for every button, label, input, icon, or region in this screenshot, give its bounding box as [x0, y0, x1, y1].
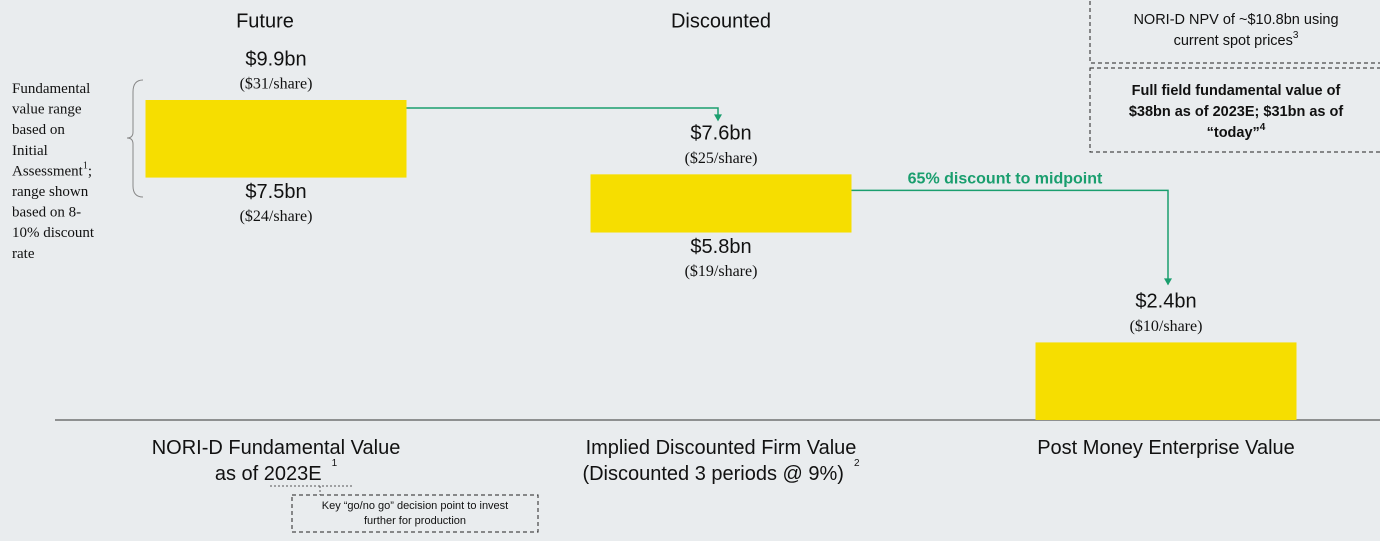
footnote-mark: 3	[1293, 30, 1299, 41]
category-line: as of 2023E	[215, 463, 322, 485]
decision-note-line: further for production	[364, 515, 466, 527]
low-per-share-label: ($24/share)	[240, 208, 313, 225]
box-text: “today”	[1207, 125, 1260, 141]
high-per-share-label: ($31/share)	[240, 76, 313, 93]
side-note-line: Assessment1;	[12, 161, 92, 180]
category-label: Implied Discounted Firm Value	[586, 437, 857, 459]
category-line: NORI-D Fundamental Value	[152, 437, 401, 459]
high-value-label: $9.9bn	[245, 48, 306, 70]
side-note-text: Assessment	[12, 164, 84, 180]
category-line: Post Money Enterprise Value	[1037, 437, 1295, 459]
side-note-text: based on	[12, 123, 65, 139]
category-label: Post Money Enterprise Value	[1037, 437, 1295, 459]
side-note-text: Initial	[12, 143, 48, 159]
box-line: $38bn as of 2023E; $31bn as of	[1129, 104, 1344, 120]
spacer	[844, 463, 854, 485]
footnote-mark: 1	[332, 458, 338, 469]
box-text: $38bn as of 2023E; $31bn as of	[1129, 104, 1344, 120]
category-label: NORI-D Fundamental Value	[152, 437, 401, 459]
brace	[126, 79, 144, 198]
side-note-line: Fundamental	[12, 81, 90, 97]
bar	[145, 100, 407, 178]
box-line: “today”4	[1207, 122, 1266, 141]
decision-box	[291, 494, 539, 533]
full-field-box	[1089, 67, 1380, 153]
box-text: NORI-D NPV of ~$10.8bn using	[1133, 12, 1338, 28]
side-note-suffix: ;	[88, 164, 92, 180]
high-per-share-label: ($25/share)	[685, 150, 758, 167]
side-note-line: range shown	[12, 184, 89, 200]
high-value-label: $7.6bn	[690, 123, 751, 145]
high-per-share-label: ($10/share)	[1130, 318, 1203, 335]
bar	[590, 174, 852, 233]
discount-annotation: 65% discount to midpoint	[908, 171, 1103, 188]
side-note-text: value range	[12, 102, 82, 118]
category-label: (Discounted 3 periods @ 9%) 2	[582, 458, 860, 486]
column-header: Discounted	[671, 10, 771, 32]
discount-arrow	[851, 189, 1169, 285]
arrow-head	[1164, 278, 1172, 286]
side-note-text: 10% discount	[12, 226, 95, 242]
box-line: NORI-D NPV of ~$10.8bn using	[1133, 12, 1338, 28]
footnote-mark: 4	[1260, 122, 1266, 133]
box-line: Full field fundamental value of	[1132, 83, 1341, 99]
side-note-line: rate	[12, 246, 35, 262]
high-value-label: $2.4bn	[1135, 291, 1196, 313]
side-note-line: value range	[12, 102, 82, 118]
footnote-mark: 2	[854, 458, 860, 469]
box-line: current spot prices3	[1174, 30, 1299, 49]
side-note-text: Fundamental	[12, 81, 90, 97]
box-text: current spot prices	[1174, 33, 1293, 49]
column-header: Future	[236, 10, 294, 32]
low-value-label: $7.5bn	[245, 181, 306, 203]
footnote-mark: 1	[83, 161, 88, 172]
side-note-line: based on 8-	[12, 205, 81, 221]
arrow-head	[714, 114, 722, 122]
decision-note-line: Key “go/no go” decision point to invest	[322, 500, 509, 512]
bar	[1035, 342, 1297, 420]
low-value-label: $5.8bn	[690, 236, 751, 258]
category-line: Implied Discounted Firm Value	[586, 437, 857, 459]
side-note-line: Initial	[12, 143, 48, 159]
box-text: Full field fundamental value of	[1132, 83, 1341, 99]
low-per-share-label: ($19/share)	[685, 263, 758, 280]
spacer	[322, 463, 332, 485]
side-note-text: based on 8-	[12, 205, 81, 221]
category-line: (Discounted 3 periods @ 9%)	[582, 463, 844, 485]
side-note-text: range shown	[12, 184, 89, 200]
npv-box	[1089, 0, 1380, 64]
category-label: as of 2023E 1	[215, 458, 338, 486]
side-note-line: 10% discount	[12, 226, 95, 242]
side-note-text: rate	[12, 246, 35, 262]
side-note-line: based on	[12, 123, 65, 139]
